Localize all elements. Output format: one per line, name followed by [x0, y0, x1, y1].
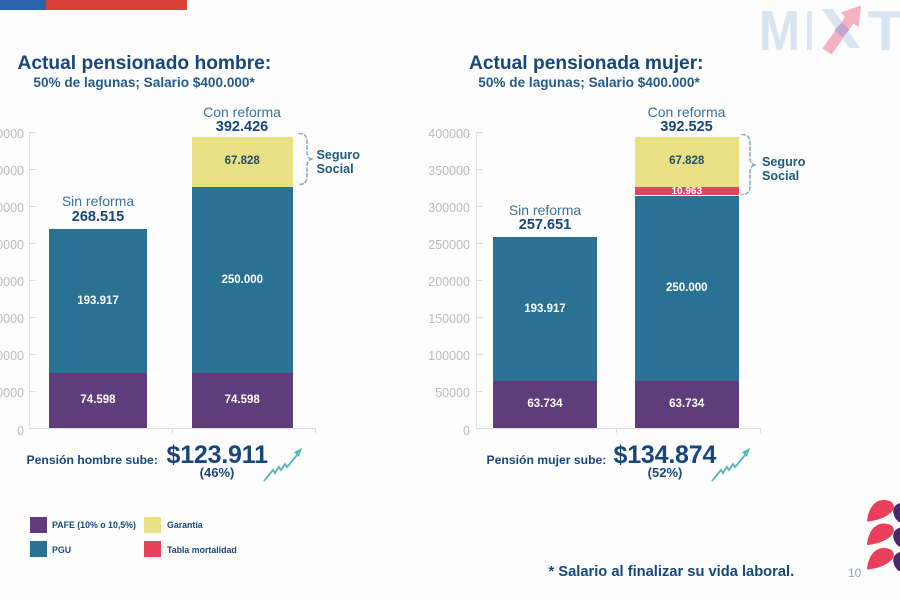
- svg-text:I: I: [805, 0, 814, 62]
- svg-text:T: T: [868, 0, 900, 62]
- svg-text:M: M: [759, 0, 800, 62]
